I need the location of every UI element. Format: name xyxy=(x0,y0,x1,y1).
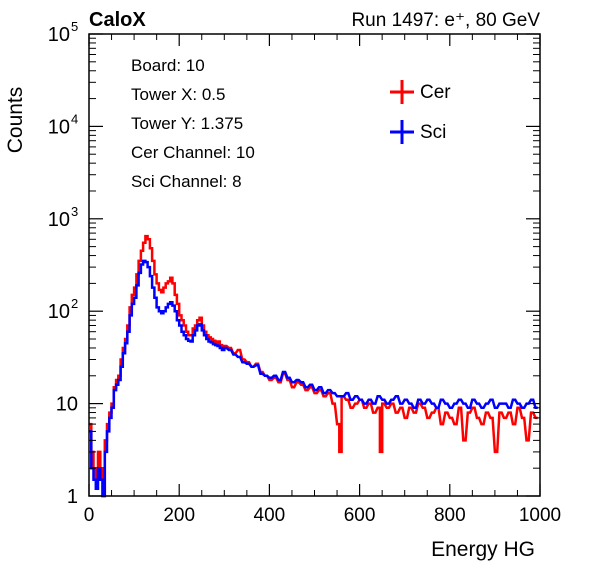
info-line: Cer Channel: 10 xyxy=(131,143,255,162)
legend-entry-sci: Sci xyxy=(390,120,446,144)
x-axis-label: Energy HG xyxy=(431,538,535,561)
info-line: Tower X: 0.5 xyxy=(131,85,226,104)
y-tick-label: 10 xyxy=(48,301,70,323)
info-line: Tower Y: 1.375 xyxy=(131,114,243,133)
plot-series xyxy=(89,234,538,498)
y-tick-exponent: 2 xyxy=(71,296,78,311)
x-tick-label: 400 xyxy=(254,505,286,526)
legend-cer-label: Cer xyxy=(420,82,451,103)
y-tick-exponent: 3 xyxy=(71,204,78,219)
info-box: Board: 10 Tower X: 0.5 Tower Y: 1.375 Ce… xyxy=(131,56,255,191)
info-line: Board: 10 xyxy=(131,56,205,75)
y-tick-exponent: 4 xyxy=(71,111,78,126)
legend-sci-label: Sci xyxy=(420,122,446,143)
series-line-sci xyxy=(89,259,538,498)
series-line-cer xyxy=(89,234,538,498)
y-tick-label: 1 xyxy=(67,486,78,508)
corner-label: CaloX xyxy=(89,9,146,31)
x-tick-label: 0 xyxy=(84,505,95,526)
info-line: Sci Channel: 8 xyxy=(131,172,242,191)
x-tick-label: 600 xyxy=(344,505,376,526)
x-tick-label: 1000 xyxy=(519,505,561,526)
y-tick-label: 10 xyxy=(48,209,70,231)
x-tick-label: 200 xyxy=(163,505,195,526)
y-axis-label: Counts xyxy=(4,87,27,154)
y-tick-exponent: 5 xyxy=(71,19,78,34)
run-label: Run 1497: e⁺, 80 GeV xyxy=(351,10,540,31)
legend: Cer Sci xyxy=(390,80,451,144)
y-tick-label: 10 xyxy=(56,394,78,416)
y-tick-label: 10 xyxy=(48,24,70,46)
x-tick-label: 800 xyxy=(434,505,466,526)
y-tick-label: 10 xyxy=(48,116,70,138)
legend-entry-cer: Cer xyxy=(390,80,451,104)
